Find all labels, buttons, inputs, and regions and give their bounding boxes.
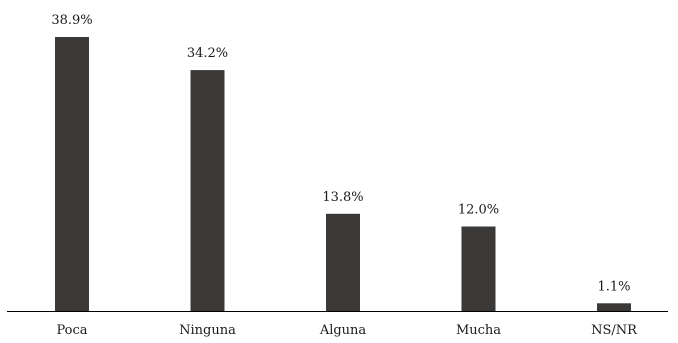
data-label-mucha: 12.0%: [458, 203, 499, 218]
data-label-poca: 38.9%: [51, 13, 92, 28]
bar-mucha: [461, 226, 496, 311]
bars-group: [55, 37, 631, 311]
bar-ninguna: [190, 70, 225, 311]
bar-ns-nr: [597, 303, 631, 311]
x-tick-label-alguna: Alguna: [319, 323, 367, 338]
x-tick-label-ns-nr: NS/NR: [591, 323, 638, 338]
data-label-alguna: 13.8%: [322, 190, 363, 205]
bar-poca: [55, 37, 89, 311]
data-label-ninguna: 34.2%: [187, 46, 228, 61]
value-labels-group: 38.9% 34.2% 13.8% 12.0% 1.1%: [51, 13, 630, 294]
x-tick-labels-group: Poca Ninguna Alguna Mucha NS/NR: [56, 323, 638, 338]
x-tick-label-mucha: Mucha: [456, 323, 501, 338]
bar-alguna: [326, 213, 360, 311]
x-tick-label-poca: Poca: [56, 323, 87, 338]
x-tick-label-ninguna: Ninguna: [179, 323, 236, 338]
data-label-ns-nr: 1.1%: [597, 279, 630, 294]
